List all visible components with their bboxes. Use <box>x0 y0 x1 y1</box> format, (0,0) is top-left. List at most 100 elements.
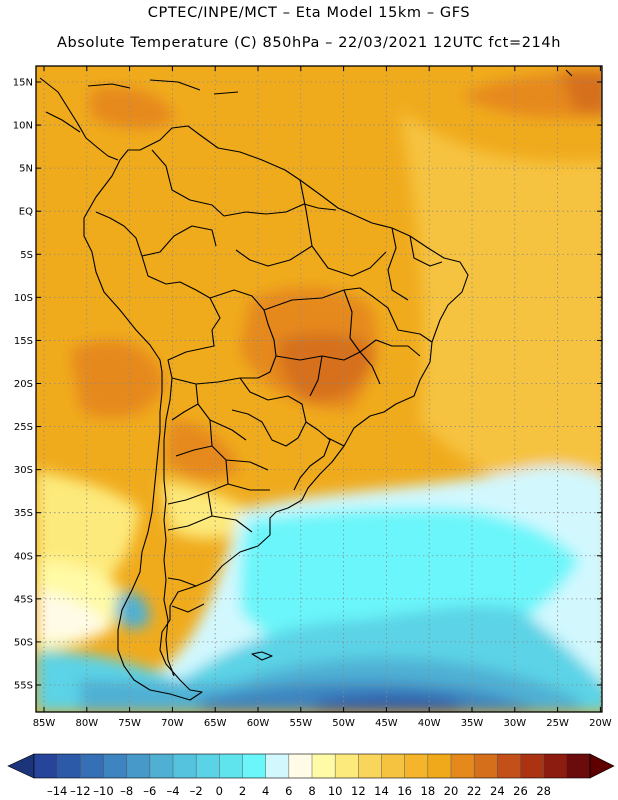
field-mild-argentina <box>160 480 260 539</box>
border-brazil-states <box>235 179 443 447</box>
colorbar-swatch <box>427 754 452 778</box>
lat-label: 15S <box>14 336 33 347</box>
border-peru-bolivia-chile <box>167 329 215 379</box>
colorbar-swatch <box>381 754 406 778</box>
colorbar-swatch <box>196 754 220 778</box>
colorbar-label: 10 <box>328 784 343 798</box>
lat-label: 10S <box>14 293 33 304</box>
colorbar-swatch <box>288 754 313 778</box>
border-argentina-provinces <box>167 383 270 613</box>
colorbar-swatch <box>173 754 197 778</box>
field-hot-north <box>90 86 175 130</box>
falkland-islands <box>251 651 273 661</box>
title-model: CPTEC/INPE/MCT – Eta Model 15km – GFS <box>147 5 471 21</box>
colorbar-label: –14 <box>47 784 67 798</box>
colorbar-label: 28 <box>536 784 551 798</box>
field-hot-pacific <box>70 340 165 419</box>
colorbar-swatch <box>497 754 521 778</box>
border-paraguay-brazil-argentina <box>231 395 307 447</box>
border-colombia-brazil-peru <box>141 225 217 257</box>
colorbar-label: 8 <box>308 784 315 798</box>
lat-label: 45S <box>14 594 33 605</box>
lat-label: 20S <box>14 379 33 390</box>
axis-ticks: 15N 10N 5N EQ 5S 10S 15S 20S 25S 30S 35S 40S 45S 50S 5… <box>13 66 612 729</box>
lat-label: 35S <box>14 508 33 519</box>
lon-label: 50W <box>332 718 355 729</box>
colorbar-label: 22 <box>467 784 482 798</box>
lon-label: 35W <box>461 718 484 729</box>
field-cream-pacific <box>36 590 112 642</box>
colorbar-label: 20 <box>444 784 459 798</box>
lon-label: 80W <box>75 718 98 729</box>
colorbar-label: 2 <box>239 784 246 798</box>
lat-label: 50S <box>14 637 33 648</box>
colorbar-swatch <box>149 754 174 778</box>
colorbar-label: 18 <box>421 784 436 798</box>
colorbar-swatch <box>34 754 58 778</box>
colorbar-label: 14 <box>374 784 389 798</box>
colorbar-over-arrow <box>589 753 615 779</box>
colorbar-label: –10 <box>93 784 113 798</box>
border-argentina-brazil-uruguay <box>293 421 331 491</box>
field-hottest-brazil <box>278 333 375 401</box>
colorbar-label: 26 <box>513 784 528 798</box>
colorbar-swatch <box>335 754 359 778</box>
colorbar-swatch <box>219 754 243 778</box>
lat-label: 55S <box>14 680 33 691</box>
colorbar-swatch <box>358 754 382 778</box>
colorbar-swatch <box>265 754 290 778</box>
field-cold-4 <box>310 695 470 712</box>
colorbar-label: –12 <box>70 784 90 798</box>
colorbar-swatch <box>126 754 151 778</box>
lat-label: 5N <box>19 164 33 175</box>
field-hot-andes <box>165 420 240 479</box>
field-hottest-ne <box>560 70 602 115</box>
temperature-field <box>36 66 602 712</box>
country-borders <box>39 69 573 701</box>
lat-label: 30S <box>14 465 33 476</box>
colorbar-under-arrow <box>7 753 35 779</box>
lat-label: 5S <box>20 250 33 261</box>
colorbar-swatch <box>80 754 104 778</box>
coastline-south-america <box>83 125 469 701</box>
colorbar-label: 6 <box>285 784 292 798</box>
central-america <box>39 77 119 161</box>
lon-label: 30W <box>503 718 526 729</box>
border-bolivia-argentina-paraguay <box>171 377 269 401</box>
border-venezuela-guyana-brazil <box>223 203 337 217</box>
lat-label: 15N <box>13 78 33 89</box>
colorbar-swatch <box>57 754 81 778</box>
colorbar: –14 –12 –10 –8 –6 –4 –2 0 2 4 6 8 10 12 14 16 18 20 22 24 26… <box>7 753 615 798</box>
border-bolivia-brazil <box>209 289 277 379</box>
lat-label: 40S <box>14 551 33 562</box>
colorbar-swatch <box>451 754 475 778</box>
colorbar-swatch <box>566 754 591 778</box>
colorbar-label: 4 <box>262 784 269 798</box>
lon-label: 20W <box>589 718 612 729</box>
lon-label: 40W <box>418 718 441 729</box>
plot-frame <box>35 65 603 713</box>
lon-label: 75W <box>118 718 141 729</box>
border-colombia-venezuela <box>151 149 225 217</box>
border-ecuador-peru <box>95 211 143 257</box>
lon-label: 70W <box>161 718 184 729</box>
colorbar-label: 16 <box>397 784 412 798</box>
caribbean-islands <box>87 69 573 95</box>
field-warm-ocean <box>400 110 602 535</box>
colorbar-label: –6 <box>143 784 156 798</box>
lat-label: 10N <box>13 121 33 132</box>
lon-label: 85W <box>33 718 56 729</box>
colorbar-swatch <box>103 754 128 778</box>
colorbar-swatch <box>404 754 429 778</box>
colorbar-label: –8 <box>120 784 133 798</box>
colorbar-swatch <box>520 754 545 778</box>
colorbar-label: –4 <box>166 784 179 798</box>
lon-label: 65W <box>204 718 227 729</box>
title-field: Absolute Temperature (C) 850hPa – 22/03/… <box>57 35 561 51</box>
colorbar-label: –2 <box>190 784 203 798</box>
field-cold-patagonia <box>115 591 150 630</box>
lon-label: 55W <box>289 718 312 729</box>
colorbar-label: 0 <box>216 784 223 798</box>
colorbar-swatch <box>543 754 568 778</box>
colorbar-swatch <box>474 754 498 778</box>
